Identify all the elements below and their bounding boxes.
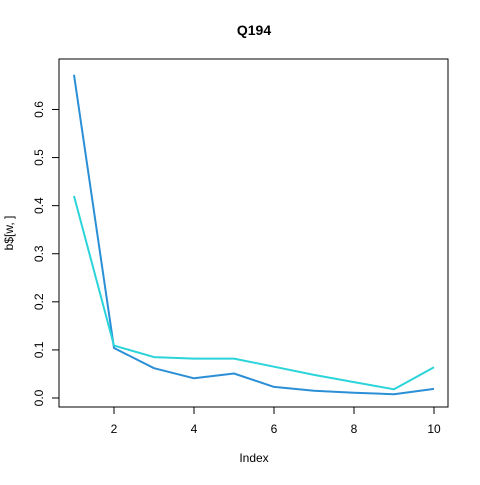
x-tick-label: 10 (427, 422, 441, 436)
x-tick-label: 4 (191, 422, 198, 436)
x-axis: 2 4 6 8 10 (111, 406, 441, 436)
y-tick-label: 0.3 (32, 245, 46, 262)
series-group (73, 74, 435, 396)
series-line-series-1 (73, 74, 435, 396)
y-axis-title: b$[w, ] (2, 216, 16, 251)
x-axis-title: Index (239, 451, 268, 465)
chart-title: Q194 (237, 22, 271, 38)
y-axis: 0.0 0.1 0.2 0.3 0.4 0.5 0.6 (32, 101, 60, 406)
series-line-series-2 (73, 195, 435, 391)
x-tick-label: 6 (271, 422, 278, 436)
x-tick-label: 2 (111, 422, 118, 436)
y-tick-label: 0.2 (32, 293, 46, 310)
y-tick-label: 0.4 (32, 197, 46, 214)
y-tick-label: 0.5 (32, 149, 46, 166)
y-tick-label: 0.6 (32, 101, 46, 118)
y-tick-label: 0.0 (32, 389, 46, 406)
y-tick-label: 0.1 (32, 341, 46, 358)
plot-frame (58, 58, 449, 408)
x-tick-label: 8 (351, 422, 358, 436)
